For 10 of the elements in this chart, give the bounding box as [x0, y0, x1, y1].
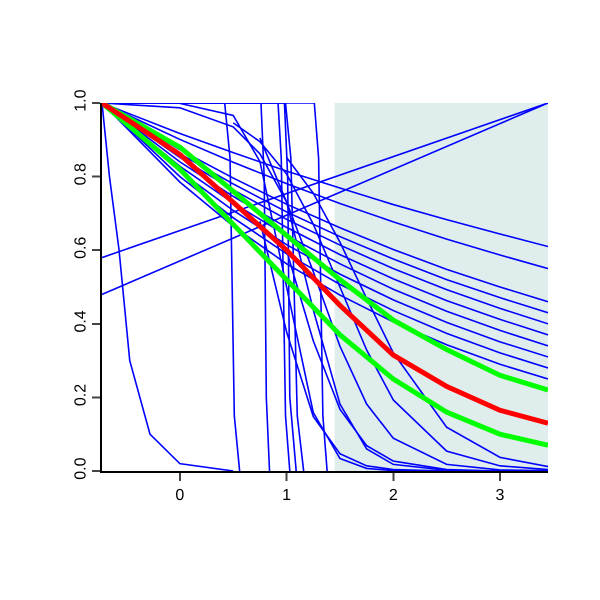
y-tick-label: 0.4: [72, 310, 90, 333]
y-tick-label: 1.0: [72, 89, 90, 112]
y-tick-label: 0.0: [72, 457, 90, 480]
x-tick-label: 3: [496, 487, 505, 504]
y-tick-label: 0.2: [72, 384, 90, 406]
x-tick-label: 1: [282, 487, 292, 504]
y-tick-label: 0.8: [72, 162, 90, 186]
y-tick-label: 0.6: [72, 236, 90, 259]
x-tick-label: 0: [175, 487, 184, 504]
x-tick-label: 2: [388, 487, 398, 504]
